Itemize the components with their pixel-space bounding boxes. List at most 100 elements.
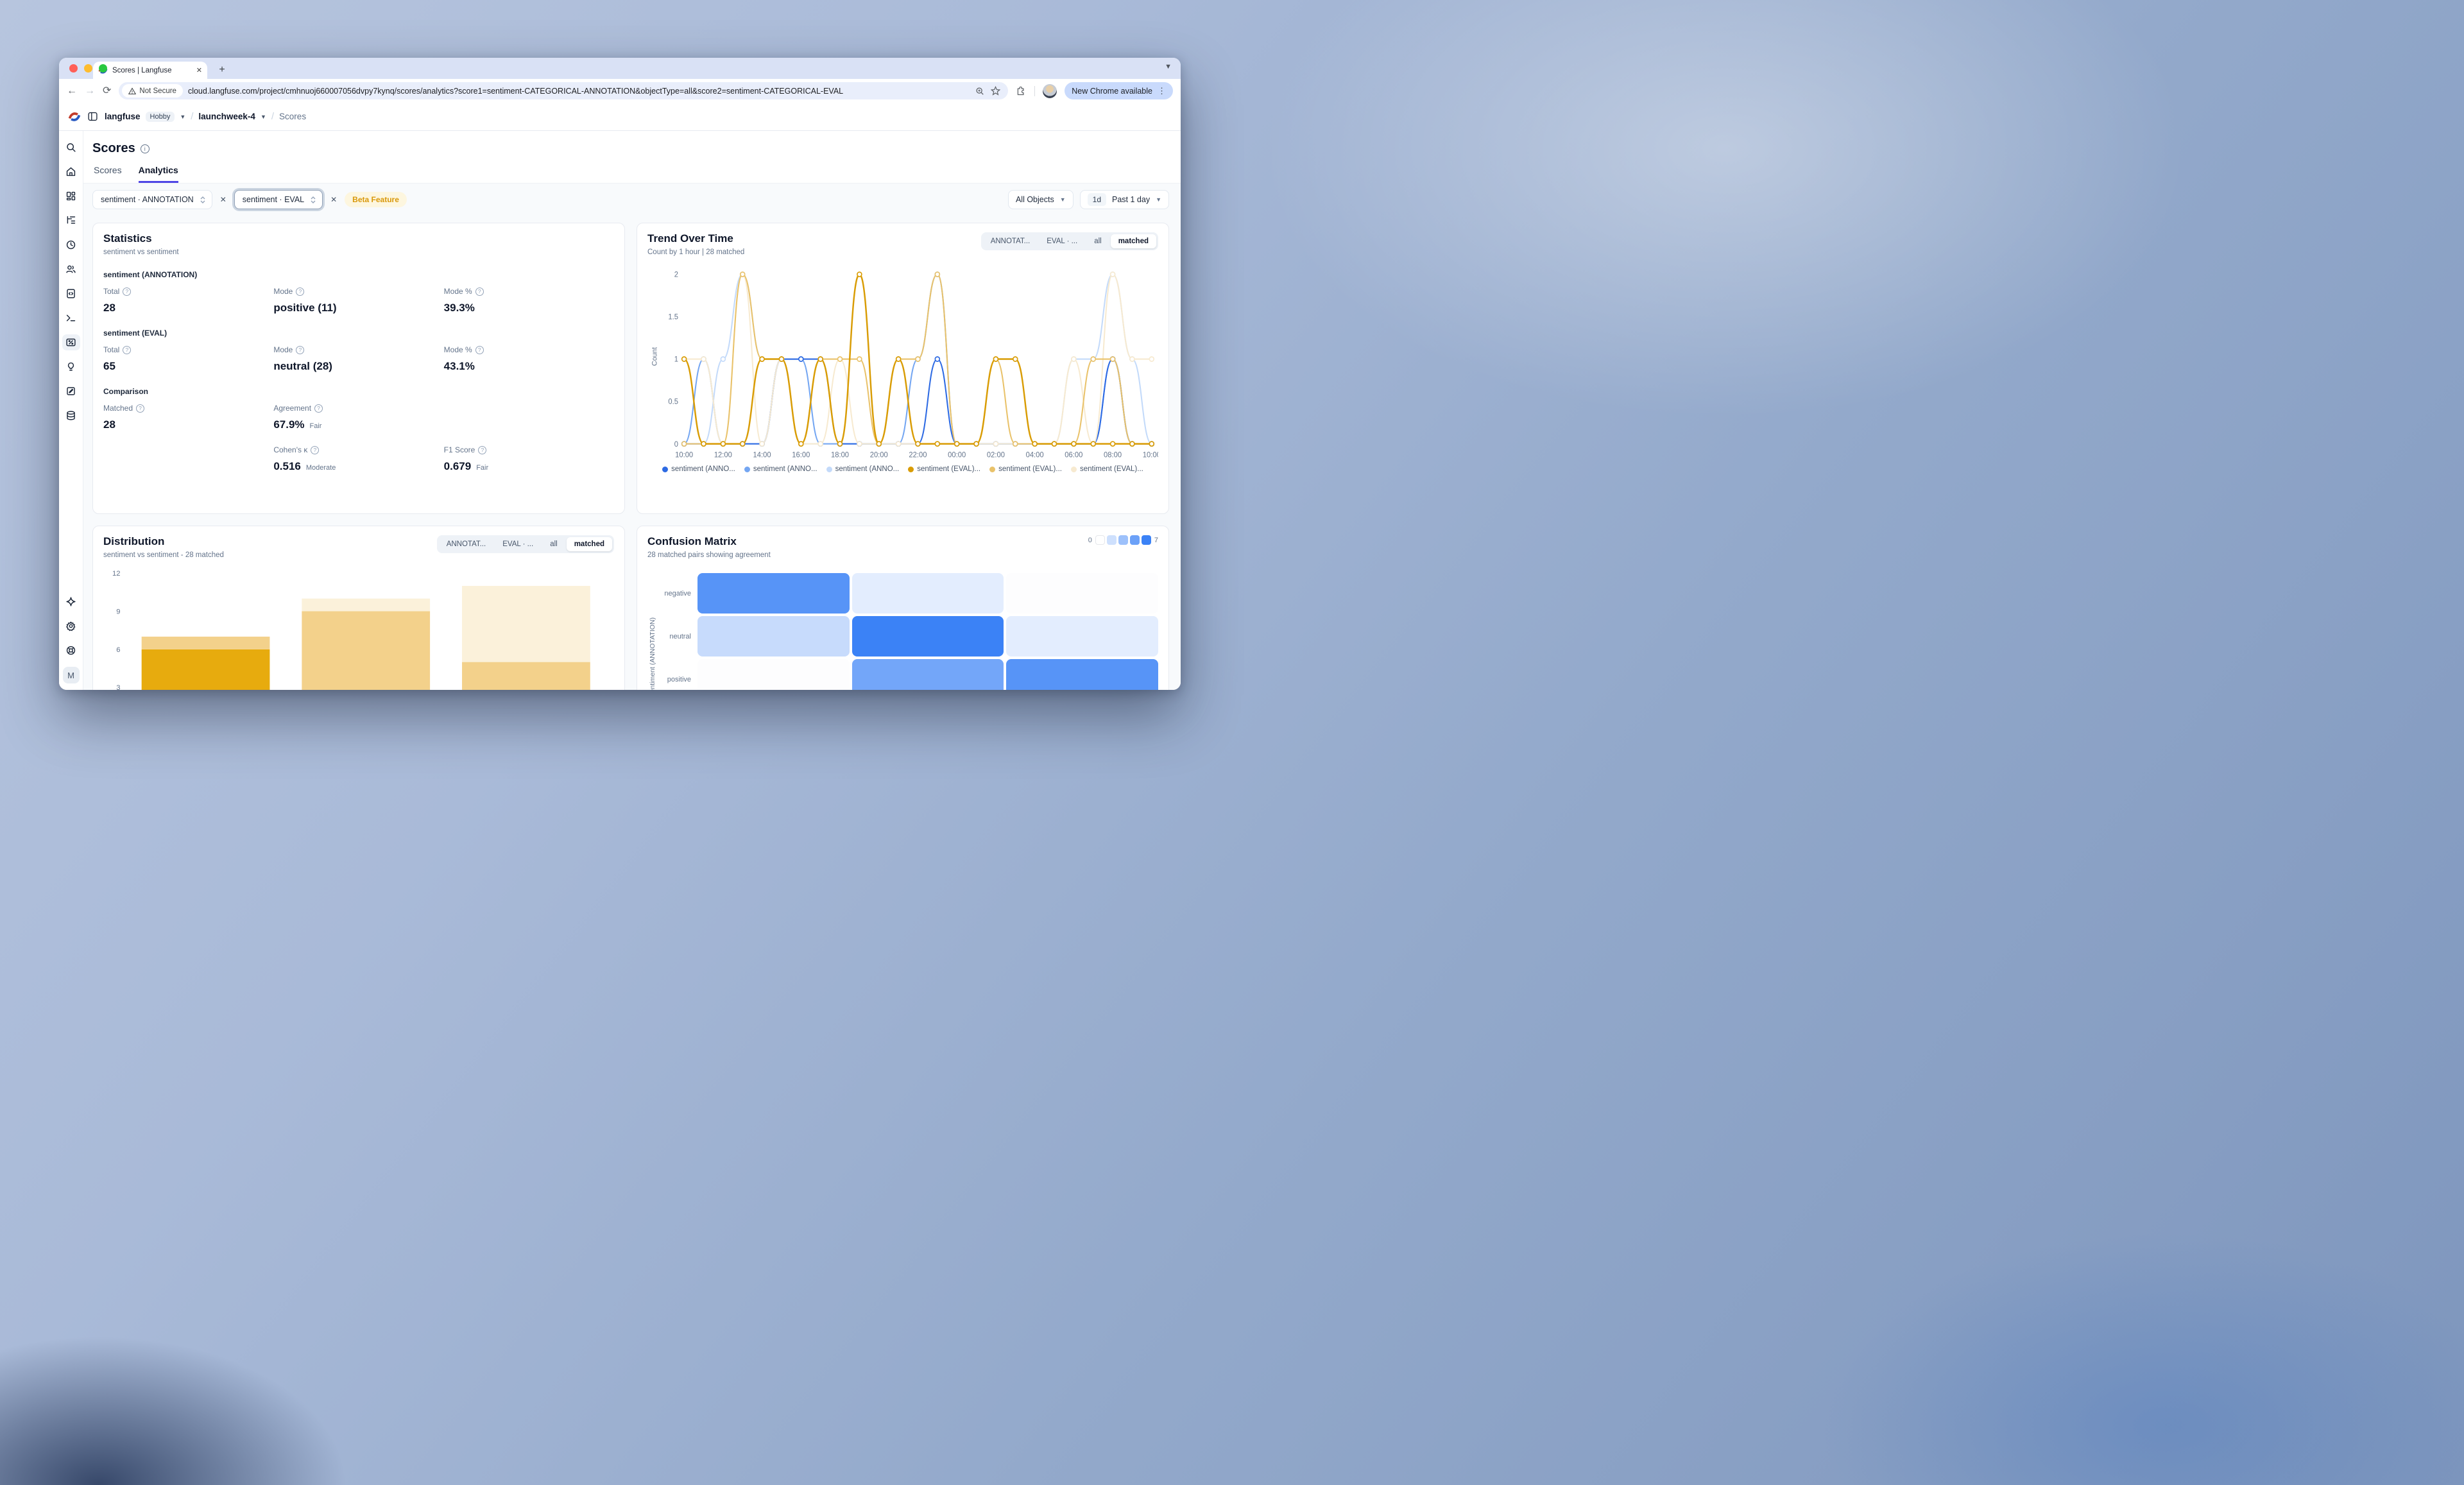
help-icon[interactable]: ? [311,445,320,454]
remove-score1-button[interactable]: ✕ [219,195,227,204]
help-icon[interactable]: ? [475,345,484,354]
toggle-annotat[interactable]: ANNOTAT... [990,237,1031,245]
confusion-card: Confusion Matrix 28 matched pairs showin… [637,526,1169,690]
cell-positive-neutral[interactable] [851,659,1004,690]
scale-swatch [1106,535,1116,545]
chrome-menu-icon[interactable]: ⋮ [1158,85,1166,96]
help-icon[interactable]: ? [123,345,132,354]
reload-icon[interactable]: ⟳ [103,85,112,96]
update-chrome-button[interactable]: New Chrome available ⋮ [1065,82,1173,99]
tab-scores[interactable]: Scores [94,165,122,175]
sidebar-toggle-icon[interactable] [87,111,98,122]
annotation-section-header: sentiment (ANNOTATION) [103,270,198,279]
toggle-eval[interactable]: EVAL · ... [1047,237,1078,245]
scale-swatch [1129,535,1140,545]
remove-score2-button[interactable]: ✕ [330,195,338,204]
browser-tab[interactable]: Scores | Langfuse ✕ [93,62,207,79]
bookmark-star-icon[interactable] [991,86,1001,96]
sidebar-item-settings[interactable] [62,618,80,634]
help-icon[interactable]: ? [475,287,484,296]
dashboard-grid-icon [66,191,76,201]
sidebar-item-insights[interactable] [62,359,80,375]
sidebar-item-prompts[interactable] [62,286,80,302]
cell-negative-negative[interactable] [697,573,850,614]
filter-bar: sentiment · ANNOTATION ✕ sentiment · EVA… [83,183,1181,216]
cell-neutral-positive[interactable] [1006,616,1159,657]
bar-negative-neutral [141,637,270,649]
distribution-view-toggle: ANNOTAT... EVAL · ... all matched [436,535,614,553]
sidebar-item-home[interactable] [62,164,80,180]
cell-negative-neutral[interactable] [851,573,1004,614]
breadcrumb: langfuse Hobby ▼ / launchweek-4 ▼ / Scor… [105,111,306,122]
toggle-all[interactable]: all [550,540,558,548]
url-text: cloud.langfuse.com/project/cmhnuoj660007… [187,86,844,96]
user-avatar[interactable]: M [62,667,80,683]
toggle-eval[interactable]: EVAL · ... [502,540,534,548]
sidebar-item-search[interactable] [62,139,80,155]
zoom-window-button[interactable] [99,64,107,73]
sidebar-item-playground[interactable] [62,310,80,326]
sidebar-item-sessions[interactable] [62,237,80,253]
minimize-window-button[interactable] [84,64,92,73]
project-chevron-icon[interactable]: ▼ [260,113,266,120]
org-chevron-icon[interactable]: ▼ [180,113,186,120]
sidebar-item-support[interactable] [62,642,80,658]
address-bar[interactable]: Not Secure cloud.langfuse.com/project/cm… [119,82,1009,99]
metric-annotation-modepct: Mode %? 39.3% [444,287,614,314]
cell-negative-positive[interactable] [1006,573,1159,614]
toggle-all[interactable]: all [1094,237,1102,245]
sidebar-item-datasets[interactable] [62,408,80,424]
help-icon[interactable]: ? [123,287,132,296]
cell-positive-positive[interactable] [1006,659,1159,690]
tab-search-chevron-icon[interactable]: ▼ [1165,63,1172,71]
sidebar-item-annotation[interactable] [62,383,80,399]
profile-avatar[interactable] [1043,83,1057,98]
gear-icon [66,621,76,631]
help-icon[interactable]: ? [478,445,487,454]
score2-select[interactable]: sentiment · EVAL [234,190,323,209]
svg-text:2: 2 [674,271,678,279]
clipboard-pen-icon [67,387,75,395]
svg-text:10:00: 10:00 [1143,451,1158,459]
security-chip[interactable]: Not Secure [122,84,183,98]
org-name[interactable]: langfuse [105,112,141,121]
cell-positive-negative[interactable] [697,659,850,690]
f1-badge: Fair [476,464,489,472]
toggle-matched[interactable]: matched [1110,234,1156,248]
sidebar-item-tracing[interactable] [62,212,80,228]
comparison-section-header: Comparison [103,387,149,396]
sidebar-item-scores[interactable] [62,334,80,350]
toggle-matched[interactable]: matched [566,537,612,551]
sidebar-item-whats-new[interactable] [62,594,80,610]
breadcrumb-divider: / [191,111,194,122]
toggle-annotat[interactable]: ANNOTAT... [446,540,486,548]
close-window-button[interactable] [69,64,78,73]
help-icon[interactable]: ? [314,404,323,413]
legend-dot-icon [1070,466,1077,472]
zoom-page-icon[interactable] [975,87,984,96]
help-icon[interactable]: ? [296,345,305,354]
svg-text:06:00: 06:00 [1065,451,1082,459]
help-icon[interactable]: ? [296,287,305,296]
sidebar-item-users[interactable] [62,261,80,277]
score1-select[interactable]: sentiment · ANNOTATION [92,190,212,209]
row-label-neutral: neutral [669,632,691,640]
tab-analytics[interactable]: Analytics [138,165,178,183]
close-tab-icon[interactable]: ✕ [196,67,202,74]
help-icon[interactable]: ? [136,404,145,413]
agreement-badge: Fair [309,422,322,430]
cell-neutral-neutral[interactable] [851,616,1004,657]
extensions-icon[interactable] [1016,85,1027,96]
date-range-select[interactable]: 1d Past 1 day ▼ [1079,190,1169,209]
scale-swatch [1118,535,1128,545]
new-tab-button[interactable]: + [219,64,225,75]
sidebar-item-dashboards[interactable] [62,188,80,204]
back-icon[interactable]: ← [67,85,77,96]
confusion-subtitle: 28 matched pairs showing agreement [647,551,771,559]
metric-agreement: Agreement? 67.9% Fair [273,404,323,431]
object-filter-select[interactable]: All Objects ▼ [1007,190,1074,209]
forward-icon[interactable]: → [85,85,95,96]
project-name[interactable]: launchweek-4 [198,112,255,121]
cell-neutral-negative[interactable] [697,616,850,657]
info-icon[interactable]: i [140,144,150,153]
